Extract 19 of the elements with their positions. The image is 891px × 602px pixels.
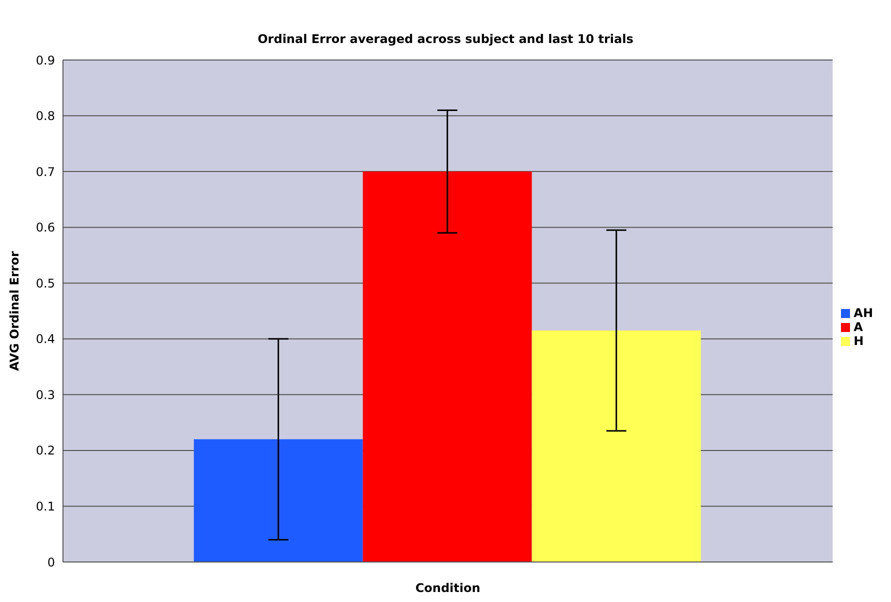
y-tick-label: 0.2 <box>36 444 55 458</box>
x-axis-title: Condition <box>415 581 480 595</box>
legend-label: A <box>854 320 863 334</box>
y-tick-label: 0.7 <box>36 164 55 179</box>
bar <box>532 330 701 562</box>
y-tick-label: 0.4 <box>36 332 55 346</box>
y-tick-label: 0.5 <box>36 276 55 290</box>
y-tick-label: 0.1 <box>36 499 55 514</box>
bar <box>362 172 532 562</box>
chart-title: Ordinal Error averaged across subject and last 10 trials <box>256 32 634 48</box>
legend-label: AH <box>854 306 873 320</box>
legend-label: H <box>854 334 864 348</box>
bar <box>194 439 363 562</box>
y-tick-label: 0 <box>47 555 55 570</box>
y-tick-label: 0.6 <box>36 220 55 235</box>
y-tick-label: 0.3 <box>36 388 55 402</box>
y-axis-title: AVG Ordinal Error <box>7 251 22 371</box>
y-tick-label: 0.9 <box>36 53 55 68</box>
y-tick-label: 0.8 <box>36 109 55 124</box>
